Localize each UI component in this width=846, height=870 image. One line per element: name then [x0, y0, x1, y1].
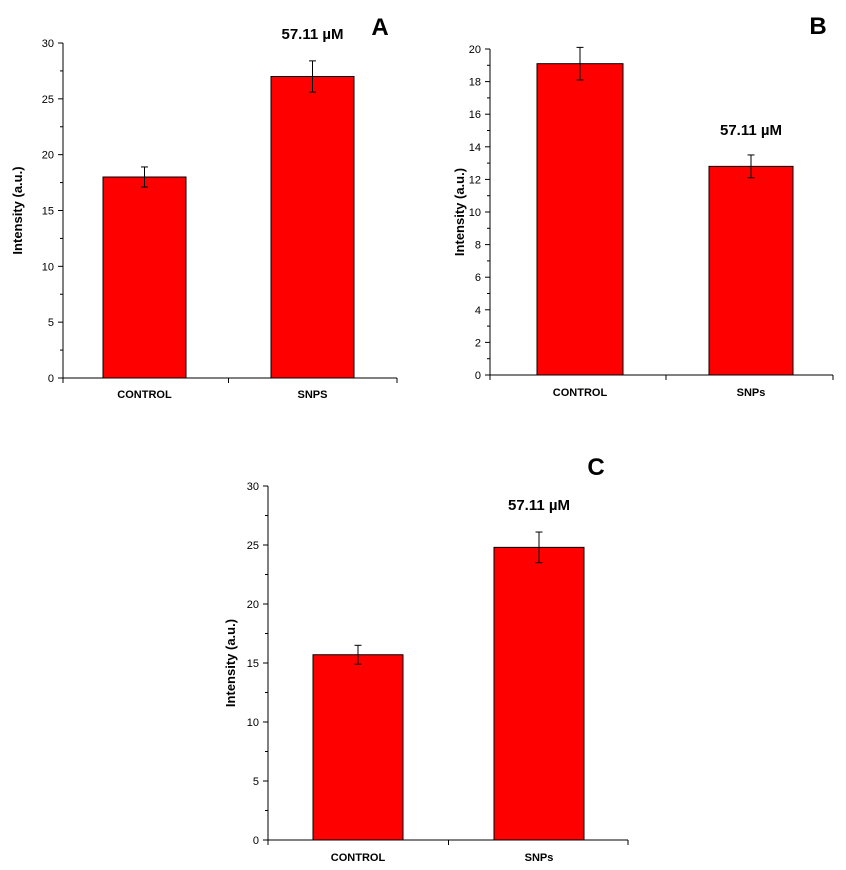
bar-snps: [270, 76, 355, 379]
bar-snps: [493, 546, 585, 841]
category-label: CONTROL: [331, 852, 386, 864]
panel-letter: C: [587, 454, 604, 481]
y-tick-label: 20: [469, 44, 481, 56]
y-tick-label: 0: [48, 373, 54, 385]
y-tick-label: 15: [247, 658, 259, 670]
category-label: CONTROL: [117, 389, 172, 401]
bar-annotation: 57.11 µM: [508, 497, 570, 514]
bar-annotation: 57.11 µM: [281, 26, 343, 43]
panel-letter: A: [371, 14, 388, 41]
y-tick-label: 16: [469, 109, 481, 121]
bar-control: [536, 63, 624, 376]
y-axis-title: Intensity (a.u.): [452, 168, 467, 256]
y-tick-label: 0: [253, 835, 259, 847]
y-tick-label: 25: [42, 94, 54, 106]
category-label: CONTROL: [553, 387, 608, 399]
y-tick-label: 5: [253, 776, 259, 788]
category-label: SNPs: [525, 852, 554, 864]
bar-control: [312, 654, 404, 841]
y-tick-label: 20: [42, 150, 54, 162]
y-tick-label: 14: [469, 142, 481, 154]
chart-panel-b: 0 2 4 6 8 10 12 14 16 18 20 CONTROL SNPs 57.11 µM Inte…: [452, 13, 834, 399]
category-label: SNPS: [298, 389, 328, 401]
y-axis-title: Intensity (a.u.): [223, 619, 238, 707]
y-tick-label: 20: [247, 599, 259, 611]
y-tick-label: 25: [247, 540, 259, 552]
y-tick-label: 30: [247, 481, 259, 493]
y-tick-label: 10: [42, 261, 54, 273]
y-tick-label: 15: [42, 206, 54, 218]
category-label: SNPs: [737, 387, 766, 399]
panel-letter: B: [809, 13, 826, 40]
chart-panel-a: 0 5 10 15 20 25 30 CONTROL SNPS 57.11 µM Intensity…: [10, 14, 398, 401]
bar-snps: [708, 165, 794, 376]
y-axis-title: Intensity (a.u.): [10, 166, 25, 254]
y-tick-label: 10: [247, 717, 259, 729]
y-tick-label: 10: [469, 207, 481, 219]
bar-control: [102, 176, 187, 379]
y-tick-label: 30: [42, 38, 54, 50]
bar-annotation: 57.11 µM: [720, 122, 782, 139]
chart-panel-c: 0 5 10 15 20 25 30 CONTROL SNPs 57.11 µM Intensity…: [223, 454, 629, 864]
y-tick-label: 2: [475, 337, 481, 349]
y-tick-label: 0: [475, 370, 481, 382]
y-tick-label: 4: [475, 305, 481, 317]
y-tick-label: 6: [475, 272, 481, 284]
y-tick-label: 5: [48, 317, 54, 329]
y-tick-label: 18: [469, 77, 481, 89]
y-tick-label: 12: [469, 174, 481, 186]
y-tick-label: 8: [475, 240, 481, 252]
